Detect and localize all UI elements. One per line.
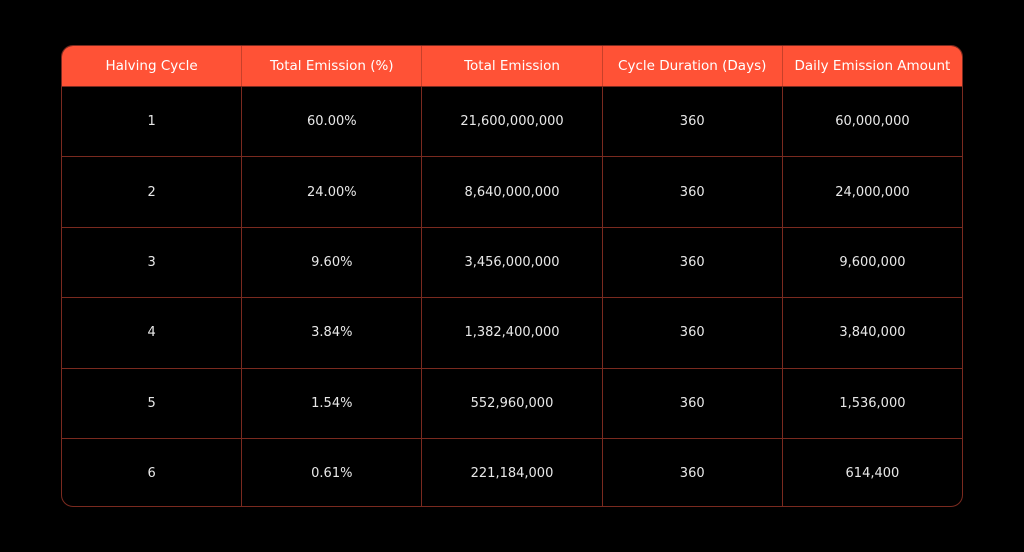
- cell-cycle-duration: 360: [601, 368, 782, 438]
- header-total-emission-pct: Total Emission (%): [241, 46, 421, 86]
- cell-cycle-duration: 360: [601, 157, 782, 227]
- cell-total-emission: 1,382,400,000: [421, 298, 601, 368]
- cell-total-emission: 221,184,000: [421, 438, 601, 506]
- table-row: 2 24.00% 8,640,000,000 360 24,000,000: [62, 156, 962, 227]
- cell-halving-cycle: 6: [147, 466, 156, 482]
- cell-total-emission-pct: 3.84%: [241, 298, 421, 368]
- cell-total-emission-pct: 9.60%: [241, 227, 421, 298]
- header-cycle-duration: Cycle Duration (Days): [601, 46, 782, 86]
- cell-cycle-duration: 360: [601, 438, 782, 506]
- cell-halving-cycle: 1: [147, 114, 156, 130]
- table-row: 6 0.61% 221,184,000 360 614,400: [62, 437, 962, 506]
- table-row: 4 3.84% 1,382,400,000 360 3,840,000: [62, 297, 962, 368]
- cell-halving-cycle: 3: [147, 254, 156, 270]
- cell-total-emission: 3,456,000,000: [421, 227, 601, 298]
- cell-cycle-duration: 360: [601, 227, 782, 298]
- cell-halving-cycle: 4: [147, 325, 156, 341]
- table-row: 5 1.54% 552,960,000 360 1,536,000: [62, 367, 962, 438]
- cell-daily-emission: 614,400: [781, 438, 962, 506]
- header-total-emission: Total Emission: [421, 46, 601, 86]
- cell-cycle-duration: 360: [601, 87, 782, 157]
- cell-total-emission-pct: 1.54%: [241, 368, 421, 438]
- cell-total-emission: 8,640,000,000: [421, 157, 601, 227]
- cell-daily-emission: 9,600,000: [781, 227, 962, 298]
- cell-total-emission-pct: 0.61%: [241, 438, 421, 506]
- header-halving-cycle: Halving Cycle: [105, 58, 198, 74]
- table-row: 1 60.00% 21,600,000,000 360 60,000,000: [62, 86, 962, 157]
- cell-total-emission-pct: 24.00%: [241, 157, 421, 227]
- cell-cycle-duration: 360: [601, 298, 782, 368]
- cell-daily-emission: 24,000,000: [781, 157, 962, 227]
- cell-daily-emission: 3,840,000: [781, 298, 962, 368]
- table-header: Halving Cycle Total Emission (%) Total E…: [62, 46, 962, 86]
- cell-total-emission: 21,600,000,000: [421, 87, 601, 157]
- cell-halving-cycle: 5: [147, 395, 156, 411]
- cell-daily-emission: 1,536,000: [781, 368, 962, 438]
- table-row: 3 9.60% 3,456,000,000 360 9,600,000: [62, 226, 962, 298]
- cell-daily-emission: 60,000,000: [781, 87, 962, 157]
- cell-halving-cycle: 2: [147, 184, 156, 200]
- emission-table: Halving Cycle Total Emission (%) Total E…: [61, 45, 963, 507]
- cell-total-emission: 552,960,000: [421, 368, 601, 438]
- header-daily-emission: Daily Emission Amount: [781, 46, 962, 86]
- cell-total-emission-pct: 60.00%: [241, 87, 421, 157]
